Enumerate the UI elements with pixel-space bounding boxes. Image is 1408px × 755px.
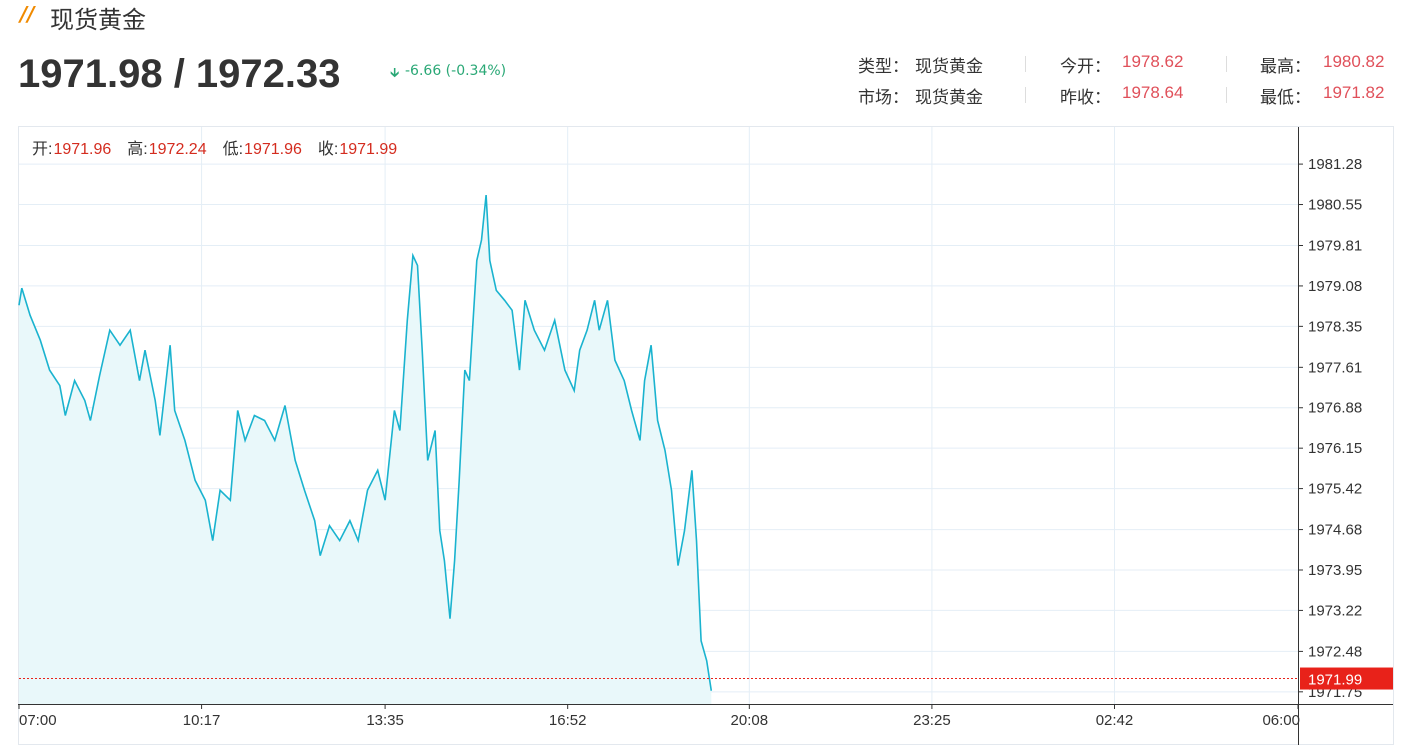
price-change: -6.66 (-0.34%) [405, 63, 507, 79]
x-tick-label: 23:25 [913, 712, 951, 729]
x-tick-label: 16:52 [549, 712, 587, 729]
x-tick-label: 20:08 [731, 712, 769, 729]
info-label: 市场： [858, 88, 909, 108]
info-value: 现货黄金 [915, 57, 983, 77]
price: 1971.98 / 1972.33 [18, 52, 341, 96]
info-label: 最低： [1260, 88, 1311, 108]
y-tick-label: 1973.95 [1308, 562, 1362, 579]
y-tick-label: 1977.61 [1308, 359, 1362, 376]
area-fill [19, 195, 712, 704]
separator [1025, 56, 1026, 72]
y-tick-label: 1979.81 [1308, 238, 1362, 255]
title: 现货黄金 [50, 6, 146, 34]
ohlc-label: 收: [318, 140, 338, 158]
y-tick-label: 1978.35 [1308, 318, 1362, 335]
x-tick-label: 02:42 [1096, 712, 1134, 729]
x-tick-label: 13:35 [366, 712, 404, 729]
title-icon: // [20, 2, 35, 26]
info-value: 现货黄金 [915, 88, 983, 108]
y-tick-label: 1973.22 [1308, 602, 1362, 619]
y-tick-label: 1979.08 [1308, 278, 1362, 295]
last-price-label: 1971.99 [1308, 672, 1362, 689]
last-price-box [1300, 667, 1393, 690]
x-tick-label: 07:00 [19, 712, 57, 729]
info-value: 1980.82 [1323, 52, 1385, 71]
separator [1025, 87, 1026, 103]
x-tick-label: 06:00 [1262, 712, 1300, 729]
y-tick-label: 1974.68 [1308, 522, 1362, 539]
ohlc-value: 1972.24 [149, 141, 207, 158]
y-tick-label: 1976.15 [1308, 440, 1362, 457]
info-label: 今开： [1060, 57, 1111, 77]
y-tick-label: 1976.88 [1308, 400, 1362, 417]
y-tick-label: 1980.55 [1308, 197, 1362, 214]
info-label: 昨收： [1060, 88, 1111, 108]
separator [1226, 87, 1227, 103]
info-label: 最高： [1260, 57, 1311, 77]
ohlc-value: 1971.96 [244, 141, 302, 158]
ohlc-label: 低: [223, 140, 243, 158]
price-line [18, 195, 713, 691]
x-tick-label: 10:17 [183, 712, 221, 729]
info-value: 1971.82 [1323, 83, 1385, 102]
y-tick-label: 1975.42 [1308, 481, 1362, 498]
y-tick-label: 1972.48 [1308, 643, 1362, 660]
ohlc-value: 1971.96 [53, 141, 111, 158]
ohlc-label: 开: [32, 141, 52, 158]
ohlc-value: 1971.99 [339, 141, 397, 158]
info-value: 1978.62 [1122, 52, 1184, 71]
chart-frame [18, 126, 1394, 745]
separator [1226, 56, 1227, 72]
info-label: 类型： [858, 57, 909, 77]
down-arrow: 🡳 [390, 66, 400, 81]
y-tick-label: 1981.28 [1308, 156, 1362, 173]
ohlc-label: 高: [127, 140, 147, 158]
info-value: 1978.64 [1122, 83, 1184, 102]
